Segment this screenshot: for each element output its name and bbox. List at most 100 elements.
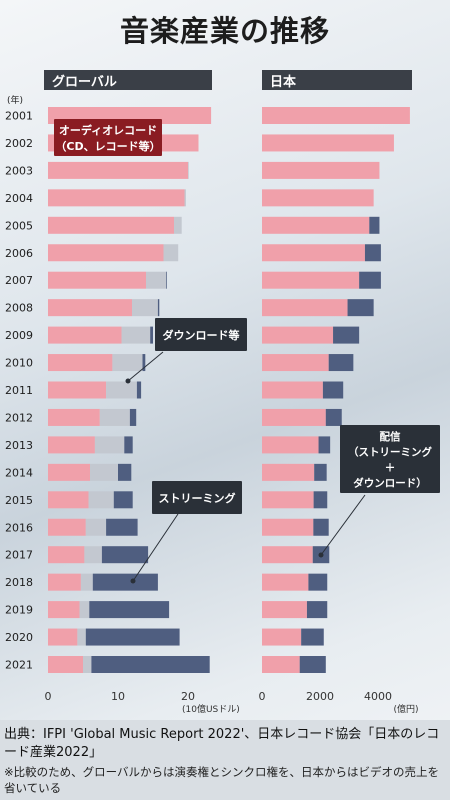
bar-japan-2019-s1 (306, 601, 328, 619)
callout-audio-line1: （CD、レコード等） (55, 139, 160, 153)
bar-global-2011-s1 (106, 381, 137, 399)
year-label-2015: 2015 (5, 494, 33, 507)
bar-japan-2018-s1 (308, 573, 328, 591)
bar-global-2008-s1 (132, 299, 158, 317)
year-label-2019: 2019 (5, 604, 33, 617)
bar-global-2020-s1 (77, 628, 86, 646)
bar-japan-2011-s1 (322, 381, 344, 399)
year-label-2010: 2010 (5, 357, 33, 370)
bar-global-2015-s0 (48, 491, 89, 509)
bar-global-2006-s0 (48, 244, 164, 262)
bar-global-2014-s0 (48, 463, 90, 481)
bar-japan-2015-s1 (313, 491, 328, 509)
bar-global-2004-s1 (184, 189, 186, 207)
callout-download-line0: ダウンロード等 (163, 328, 240, 342)
bar-global-2017-s1 (84, 546, 102, 564)
bar-global-2017-s0 (48, 546, 85, 564)
bar-japan-2017-s0 (262, 546, 313, 564)
bar-global-2013-s1 (94, 436, 125, 454)
bar-japan-2011-s0 (262, 381, 323, 399)
bar-japan-2005-s1 (369, 216, 380, 234)
callout-japan-line1: （ストリーミング (348, 446, 432, 459)
bar-global-2007-s0 (48, 271, 146, 289)
bar-global-2007-s1 (146, 271, 167, 289)
year-label-2014: 2014 (5, 466, 33, 479)
bar-japan-2001-s0 (262, 107, 410, 124)
bar-japan-2008-s0 (262, 299, 348, 317)
bar-japan-2010-s1 (328, 354, 354, 372)
bar-global-2012-s2 (129, 408, 137, 426)
bar-japan-2007-s0 (262, 271, 360, 289)
xtick-global-10: 10 (111, 690, 125, 703)
panel-header-japan: 日本 (262, 70, 412, 90)
xtick-japan-4000: 4000 (364, 690, 392, 703)
callout-download-leader (127, 351, 164, 382)
bar-japan-2002-s0 (262, 134, 394, 152)
bar-global-2020-s2 (85, 628, 180, 646)
bar-global-2010-s1 (112, 354, 143, 372)
callout-streaming-leader (132, 513, 179, 582)
bar-japan-2009-s1 (333, 326, 360, 344)
bar-global-2008-s2 (157, 299, 160, 317)
bar-japan-2019-s0 (262, 601, 307, 619)
bar-global-2015-s1 (88, 491, 114, 509)
bar-global-2013-s2 (124, 436, 133, 454)
bar-global-2019-s0 (48, 601, 80, 619)
year-label-2006: 2006 (5, 247, 33, 260)
bar-japan-2020-s1 (301, 628, 324, 646)
bar-global-2019-s2 (89, 601, 170, 619)
bar-japan-2016-s1 (313, 518, 329, 536)
bar-global-2021-s0 (48, 656, 83, 673)
year-label-2013: 2013 (5, 439, 33, 452)
bar-global-2007-s2 (166, 271, 167, 289)
bar-japan-2006-s0 (262, 244, 365, 262)
bar-global-2018-s1 (80, 573, 93, 591)
callout-audio-box (54, 119, 162, 156)
bar-japan-2016-s0 (262, 518, 314, 536)
bar-global-2012-s0 (48, 408, 100, 426)
bar-global-2009-s1 (121, 326, 151, 344)
bar-japan-2012-s1 (325, 408, 342, 426)
bar-global-2016-s0 (48, 518, 86, 536)
year-label-2009: 2009 (5, 329, 33, 342)
bar-global-2009-s2 (150, 326, 153, 344)
xlabel-global: (10億USドル) (182, 703, 240, 715)
bar-global-2020-s0 (48, 628, 78, 646)
callout-streaming-line0: ストリーミング (159, 491, 236, 505)
bar-global-2018-s2 (92, 573, 158, 591)
bar-japan-2020-s0 (262, 628, 302, 646)
bar-global-2005-s0 (48, 216, 174, 234)
year-label-2004: 2004 (5, 192, 33, 205)
bar-japan-2010-s0 (262, 354, 329, 372)
callout-japan-box (340, 425, 440, 493)
bar-global-2006-s1 (163, 244, 179, 262)
bar-japan-2005-s0 (262, 216, 370, 234)
bar-global-2017-s2 (101, 546, 149, 564)
bar-global-2021-s2 (91, 656, 210, 673)
bar-japan-2014-s1 (314, 463, 327, 481)
note-text: ※比較のため、グローバルからは演奏権とシンクロ権を、日本からはビデオの売上を省い… (4, 765, 440, 795)
bar-japan-2021-s1 (299, 656, 326, 673)
year-label-2003: 2003 (5, 164, 33, 177)
music-industry-chart: (年) 2001 2002 2003 2004 2005 2006 2007 2008 2009 2… (5, 94, 440, 715)
bar-global-2015-s2 (113, 491, 133, 509)
bar-global-2011-s2 (136, 381, 142, 399)
bar-japan-2021-s0 (262, 656, 300, 673)
bar-global-2016-s2 (106, 518, 138, 536)
callout-japan-leader (320, 494, 366, 556)
bar-global-2011-s0 (48, 381, 107, 399)
bar-global-2003-s0 (48, 161, 188, 179)
bar-global-2003-s1 (188, 161, 189, 179)
bar-global-2014-s2 (118, 463, 132, 481)
xtick-global-20: 20 (181, 690, 195, 703)
bar-japan-2009-s0 (262, 326, 334, 344)
bar-global-2008-s0 (48, 299, 132, 317)
bar-global-2012-s1 (99, 408, 130, 426)
callout-download-box (155, 318, 247, 351)
bar-japan-2015-s0 (262, 491, 314, 509)
bar-global-2018-s0 (48, 573, 81, 591)
callout-streaming-dot (130, 578, 136, 584)
year-label-2008: 2008 (5, 302, 33, 315)
bar-global-2009-s0 (48, 326, 122, 344)
bar-japan-2008-s1 (347, 299, 374, 317)
